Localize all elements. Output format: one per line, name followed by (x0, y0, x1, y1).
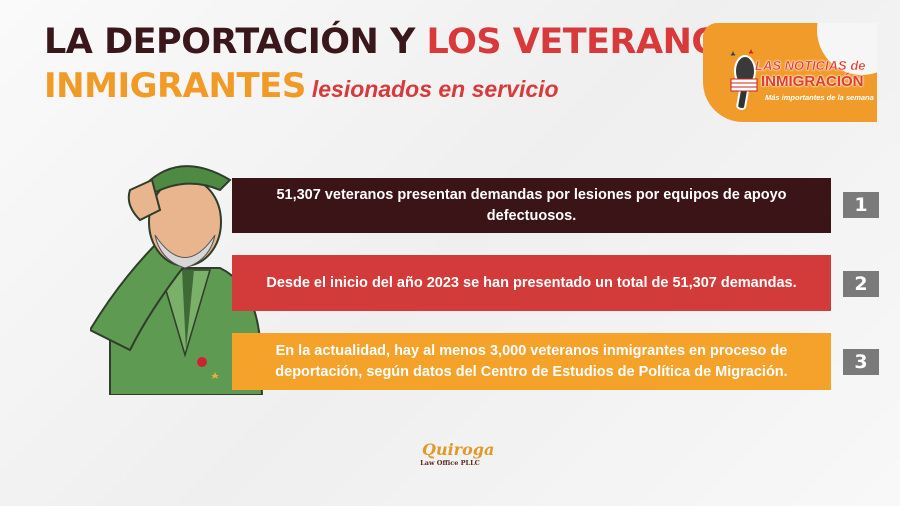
firm-subtitle: Law Office PLLC (420, 459, 480, 467)
saluting-veteran-illustration (90, 165, 264, 395)
fact-number-2: 2 (843, 271, 879, 297)
title-red: LOS VETERANOS (426, 22, 746, 62)
fact-bar-3: En la actualidad, hay al menos 3,000 vet… (232, 333, 831, 390)
logo-tagline: Más importantes de la semana (765, 93, 874, 102)
fact-bar-1: 51,307 veteranos presentan demandas por … (232, 178, 831, 233)
fact-text: Desde el inicio del año 2023 se han pres… (266, 274, 797, 291)
law-firm-logo: Quiroga Law Office PLLC (410, 440, 495, 467)
microphone-icon (730, 49, 758, 111)
firm-name: Quiroga (422, 440, 495, 459)
title-line-1: LA DEPORTACIÓN Y LOS VETERANOS (44, 22, 746, 62)
title-dark: LA DEPORTACIÓN Y (44, 22, 415, 62)
logo-line-2: INMIGRACIÓN (761, 73, 864, 90)
fact-bar-2: Desde el inicio del año 2023 se han pres… (232, 255, 831, 311)
fact-text: En la actualidad, hay al menos 3,000 vet… (275, 342, 788, 380)
fact-number-1: 1 (843, 192, 879, 218)
title-line-2: INMIGRANTES lesionados en servicio (44, 66, 559, 106)
title-orange: INMIGRANTES (44, 66, 306, 106)
fact-number-3: 3 (843, 349, 879, 375)
fact-text: 51,307 veteranos presentan demandas por … (276, 186, 787, 224)
subtitle: lesionados en servicio (311, 76, 559, 102)
logo-line-1: LAS NOTICIAS de (755, 58, 866, 73)
news-logo: LAS NOTICIAS de INMIGRACIÓN Más importan… (703, 23, 877, 122)
